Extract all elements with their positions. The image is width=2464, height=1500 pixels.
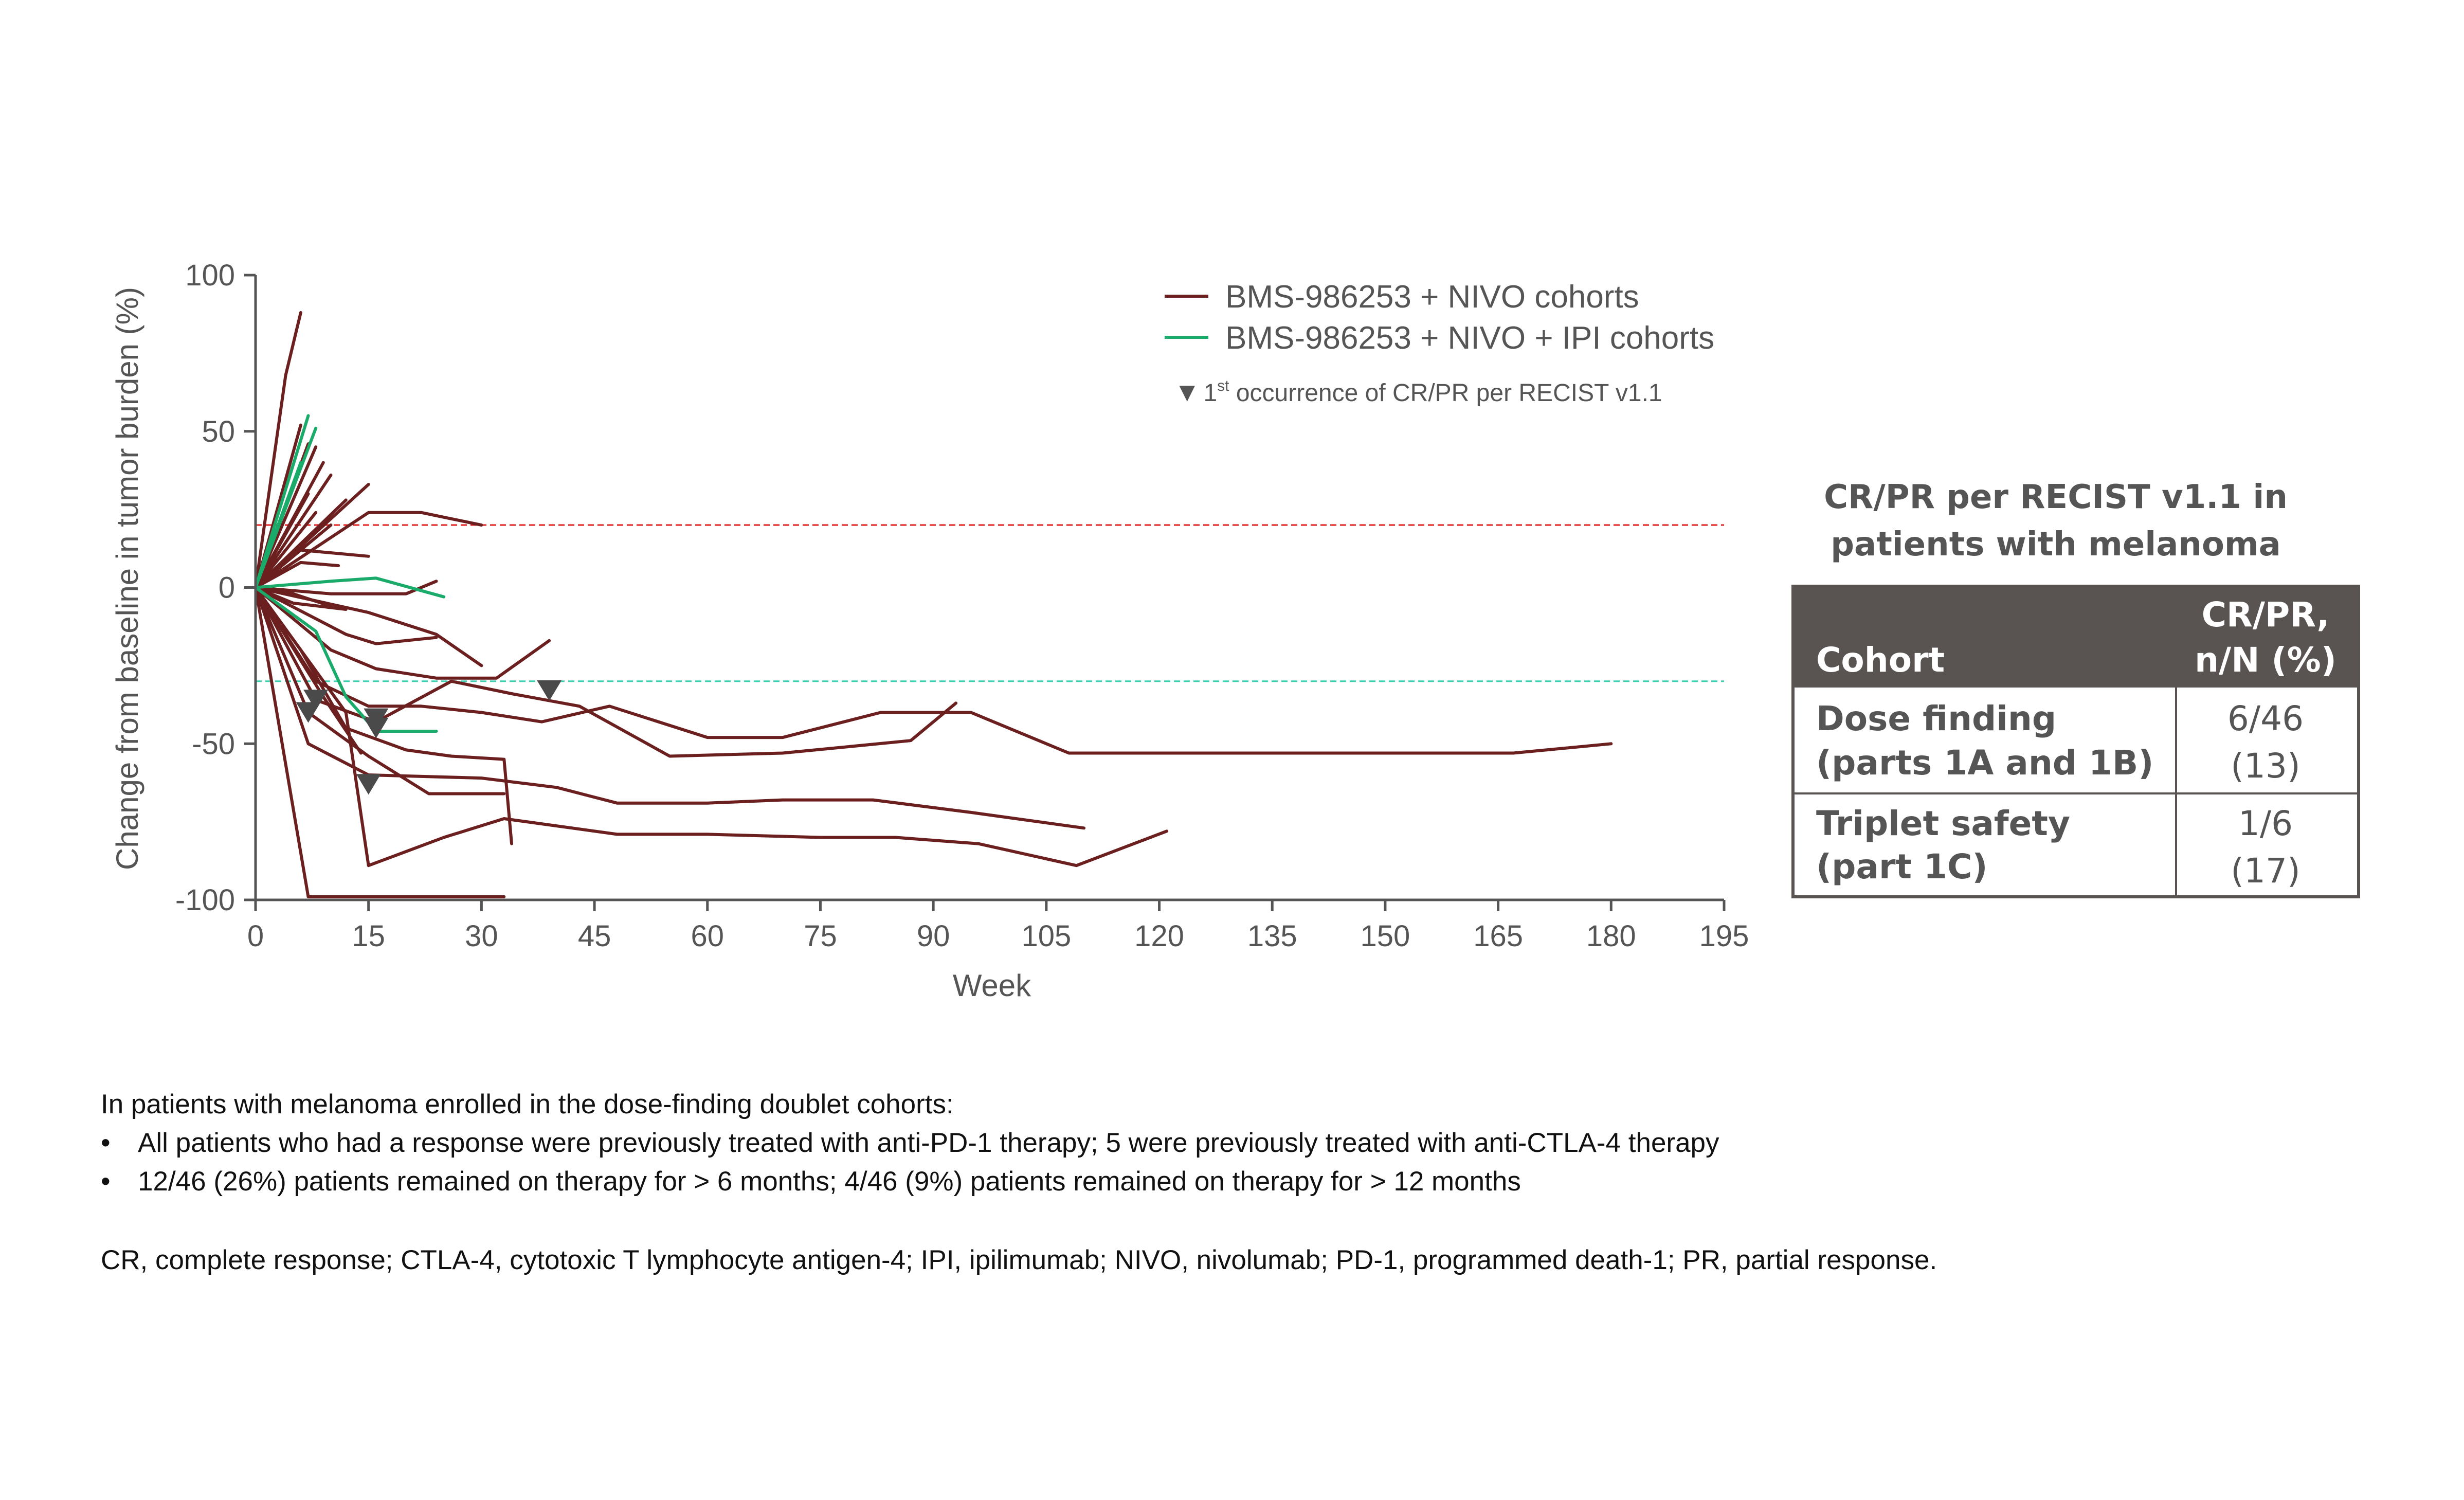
- x-ticks: 0 15 30 45 60 75 90 105 120 135 150 165 180 195: [247, 900, 1749, 953]
- table-title-line2: patients with melanoma: [1831, 526, 2281, 564]
- cr-pr-table: CR/PR per RECIST v1.1 in patients with m…: [1791, 478, 2360, 898]
- x-axis-title: Week: [953, 968, 1031, 1003]
- y-tick-label: -100: [175, 883, 235, 917]
- row-cohort-line1: Dose finding: [1816, 699, 2056, 738]
- notes-bullet-list: All patients who had a response were pre…: [101, 1124, 2363, 1201]
- row-value-line1: 6/46: [2227, 699, 2304, 738]
- series-line-nivo: [254, 561, 340, 589]
- series-line-ipi: [254, 576, 446, 599]
- response-markers: [296, 680, 562, 795]
- x-tick-label: 90: [917, 919, 950, 953]
- plot-area: 0 15 30 45 60 75 90 105 120 135 150 165 180 195 100 50…: [110, 259, 1749, 1003]
- reference-lines: [256, 524, 1724, 682]
- legend-label-ipi: BMS-986253 + NIVO + IPI cohorts: [1225, 320, 1714, 356]
- x-tick-label: 180: [1586, 919, 1636, 953]
- response-marker: [537, 680, 562, 701]
- y-tick-label: 100: [185, 259, 235, 292]
- series-line-nivo: [254, 548, 370, 589]
- x-tick-label: 105: [1021, 919, 1071, 953]
- y-tick-label: 0: [219, 571, 235, 605]
- row-cohort-line2: (part 1C): [1816, 847, 1988, 887]
- series-layer: [254, 311, 1613, 898]
- series-line-nivo: [254, 586, 1169, 868]
- series-line-nivo: [254, 580, 438, 595]
- x-tick-label: 60: [691, 919, 724, 953]
- legend-note-text: occurrence of CR/PR per RECIST v1.1: [1229, 379, 1662, 407]
- table-title-line1: CR/PR per RECIST v1.1 in: [1824, 478, 2288, 516]
- response-marker: [356, 774, 381, 795]
- series-line-ipi: [254, 461, 302, 589]
- series-line-nivo: [254, 586, 333, 608]
- row-value-line2: (13): [2231, 746, 2300, 786]
- legend-note-superscript: st: [1217, 377, 1229, 394]
- x-tick-label: 195: [1699, 919, 1749, 953]
- x-tick-label: 15: [352, 919, 385, 953]
- series-line-nivo: [254, 586, 551, 680]
- x-tick-label: 75: [804, 919, 837, 953]
- row-value-line2: (17): [2231, 851, 2300, 891]
- response-marker: [303, 690, 329, 711]
- legend-note-prefix: 1: [1203, 379, 1217, 407]
- table-header-value-line1: CR/PR,: [2202, 595, 2330, 635]
- table-row: Triplet safety (part 1C) 1/6 (17): [1816, 804, 2300, 891]
- series-line-nivo: [254, 586, 363, 755]
- triangle-down-icon: ▼: [1174, 377, 1200, 407]
- series-line-nivo: [254, 586, 1613, 755]
- x-tick-label: 45: [578, 919, 611, 953]
- row-value-line1: 1/6: [2238, 804, 2293, 843]
- legend: BMS-986253 + NIVO cohorts BMS-986253 + N…: [1165, 279, 1714, 407]
- response-marker: [364, 717, 389, 738]
- series-line-nivo: [254, 586, 958, 758]
- series-line-nivo: [254, 311, 302, 589]
- series-line-ipi: [254, 586, 438, 733]
- y-tick-label: 50: [202, 415, 235, 448]
- notes-intro: In patients with melanoma enrolled in th…: [101, 1089, 954, 1119]
- series-line-nivo: [254, 586, 506, 796]
- legend-marker-note: ▼ 1st occurrence of CR/PR per RECIST v1.1: [1174, 377, 1662, 407]
- x-tick-label: 30: [465, 919, 498, 953]
- row-cohort-line1: Triplet safety: [1816, 804, 2070, 843]
- x-tick-label: 135: [1247, 919, 1297, 953]
- y-ticks: 100 50 0 -50 -100: [175, 259, 256, 917]
- x-tick-label: 120: [1134, 919, 1184, 953]
- table-header-cohort: Cohort: [1816, 640, 1945, 680]
- notes-abbreviations: CR, complete response; CTLA-4, cytotoxic…: [101, 1245, 1937, 1275]
- series-line-nivo: [254, 586, 438, 645]
- series-line-nivo: [254, 586, 1086, 830]
- x-tick-label: 0: [247, 919, 264, 953]
- table-row: Dose finding (parts 1A and 1B) 6/46 (13): [1816, 699, 2304, 786]
- y-tick-label: -50: [192, 727, 235, 761]
- row-cohort-line2: (parts 1A and 1B): [1816, 743, 2153, 783]
- series-line-nivo: [254, 511, 318, 589]
- table-border: [1791, 585, 2360, 898]
- x-tick-label: 165: [1473, 919, 1523, 953]
- series-line-nivo: [254, 586, 513, 845]
- footnotes: In patients with melanoma enrolled in th…: [101, 1085, 2363, 1279]
- series-line-nivo: [254, 492, 310, 589]
- series-line-nivo: [254, 586, 506, 898]
- notes-bullet: All patients who had a response were pre…: [101, 1124, 2363, 1162]
- x-tick-label: 150: [1361, 919, 1410, 953]
- table-header-value-line2: n/N (%): [2195, 640, 2336, 680]
- series-line-nivo: [254, 473, 333, 589]
- notes-bullet: 12/46 (26%) patients remained on therapy…: [101, 1162, 2363, 1201]
- y-axis-title: Change from baseline in tumor burden (%): [110, 287, 144, 870]
- legend-label-nivo: BMS-986253 + NIVO cohorts: [1225, 279, 1639, 315]
- table-header-background: [1793, 586, 2359, 688]
